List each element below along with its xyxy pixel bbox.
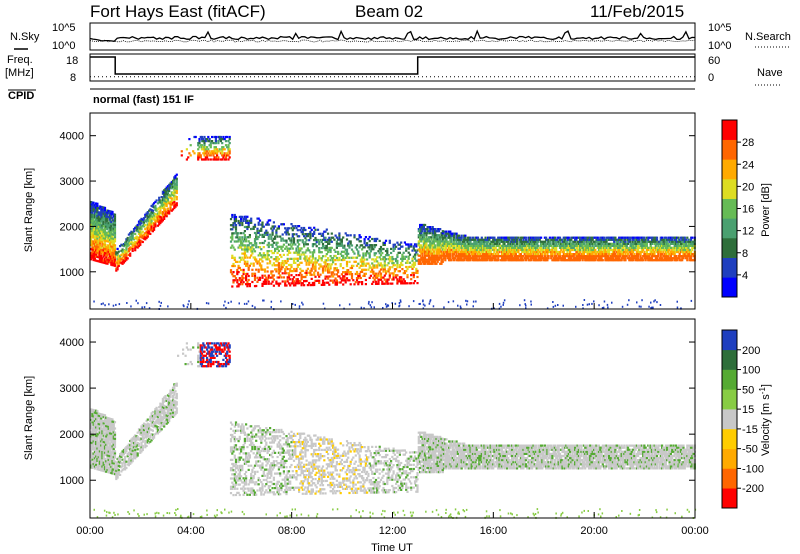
xtick-label-4: 16:00 [480,525,508,537]
velocity-colorbar-frame [721,329,738,509]
frequency-panel-frame [89,53,696,82]
power-colorbar-tick-label-2: 12 [742,226,754,238]
velocity-colorbar-tick-label-0: 200 [742,345,760,357]
velocity-ylabel: Slant Range [km] [23,376,35,460]
xtick-label-3: 12:00 [379,525,407,537]
power-colorbar-swatch-1 [722,257,737,278]
velocity-colorbar-tick-label-5: -50 [742,444,758,456]
noise-left-tick-bottom: 10^0 [52,40,76,52]
power-ytick-label-3: 4000 [60,131,84,143]
power-x-tick-marks [89,303,696,309]
velocity-colorbar-label: Velocity [m s-1] [758,384,772,456]
velocity-colorbar-swatch-6 [722,369,737,390]
velocity-colorbar-tick-label-6: -100 [742,463,764,475]
power-ytick-label-1: 2000 [60,221,84,233]
freq-label-line1: Freq. [7,54,33,66]
power-colorbar: 4 8 12 16 20 24 28 Power [dB] [721,119,772,298]
velocity-colorbar-swatch-7 [722,349,737,370]
freq-tick-top: 18 [66,55,78,67]
velocity-colorbar-tick-label-7: -200 [742,483,764,495]
velocity-ytick-label-1: 2000 [60,429,84,441]
noise-panel-frame [89,22,696,51]
power-colorbar-swatch-4 [722,198,737,219]
velocity-ytick-label-3: 4000 [60,337,84,349]
power-colorbar-tick-label-0: 4 [742,270,748,282]
noise-panel: N.Sky 10^5 10^0 10^5 10^0 N.Search [10,22,791,52]
frequency-panel: Freq. [MHz] 18 8 60 0 Nave [5,53,783,86]
velocity-colorbar-swatch-0 [722,488,737,509]
power-colorbar-swatch-6 [722,159,737,180]
nsearch-series-line [89,39,696,43]
xtick-label-6: 00:00 [681,525,709,537]
freq-label-line2: [MHz] [5,67,34,79]
freq-tick-bottom: 8 [70,72,76,84]
velocity-y-axis: 1000 2000 3000 4000 [60,337,695,487]
velocity-x-axis: 00:00 04:00 08:00 12:00 16:00 20:00 00:00 [76,512,709,537]
power-heatmap [90,135,696,311]
power-colorbar-swatch-7 [722,139,737,160]
velocity-colorbar-swatch-4 [722,409,737,430]
noise-left-tick-top: 10^5 [52,22,76,34]
nsky-label: N.Sky [10,31,40,43]
beam-label: Beam 02 [355,2,423,21]
velocity-colorbar-swatch-5 [722,389,737,410]
frequency-series-line [90,56,695,75]
velocity-colorbar-swatch-2 [722,448,737,469]
power-ytick-label-2: 3000 [60,176,84,188]
noise-right-tick-top: 10^5 [708,22,732,34]
noise-right-tick-bottom: 10^0 [708,40,732,52]
power-colorbar-swatch-2 [722,238,737,258]
power-colorbar-tick-label-3: 16 [742,204,754,216]
xtick-label-5: 20:00 [580,525,608,537]
power-colorbar-swatch-0 [722,277,737,298]
power-colorbar-tick-label-5: 24 [742,159,754,171]
nave-tick-top: 60 [708,55,720,67]
xtick-label-2: 08:00 [278,525,306,537]
cpid-label: CPID [8,90,34,102]
velocity-colorbar-tick-label-1: 100 [742,365,760,377]
velocity-colorbar-tick-label-2: 50 [742,384,754,396]
power-colorbar-tick-label-6: 28 [742,137,754,149]
nsearch-label: N.Search [745,31,791,43]
x-axis-label: Time UT [371,542,413,554]
power-colorbar-tick-label-4: 20 [742,181,754,193]
power-colorbar-swatch-8 [722,120,737,140]
velocity-colorbar: 200 100 50 15 -15 -50 -100 -200 Velocity [m s-1… [721,329,772,509]
power-ylabel: Slant Range [km] [23,168,35,252]
velocity-ytick-label-0: 1000 [60,475,84,487]
power-colorbar-tick-label-1: 8 [742,248,748,260]
power-panel: 1000 2000 3000 4000 Slant Range [km] [23,112,696,311]
power-colorbar-swatch-5 [722,179,737,199]
velocity-colorbar-tick-label-4: -15 [742,424,758,436]
xtick-label-0: 00:00 [76,525,104,537]
velocity-colorbar-swatch-3 [722,428,737,449]
station-title: Fort Hays East (fitACF) [90,2,266,21]
velocity-colorbar-swatch-8 [722,330,737,351]
velocity-ytick-label-2: 3000 [60,383,84,395]
velocity-colorbar-tick-label-3: 15 [742,404,754,416]
velocity-heatmap [90,342,697,519]
power-colorbar-swatch-3 [722,218,737,239]
date-label: 11/Feb/2015 [590,2,684,21]
cpid-value: normal (fast) 151 IF [93,94,194,106]
nave-label: Nave [757,67,783,79]
power-y-axis: 1000 2000 3000 4000 [60,131,695,279]
nsky-series-line [89,29,696,42]
power-colorbar-label: Power [dB] [760,183,772,237]
power-ytick-label-0: 1000 [60,267,84,279]
nave-tick-bottom: 0 [708,72,714,84]
velocity-colorbar-swatch-1 [722,468,737,489]
xtick-label-1: 04:00 [177,525,205,537]
